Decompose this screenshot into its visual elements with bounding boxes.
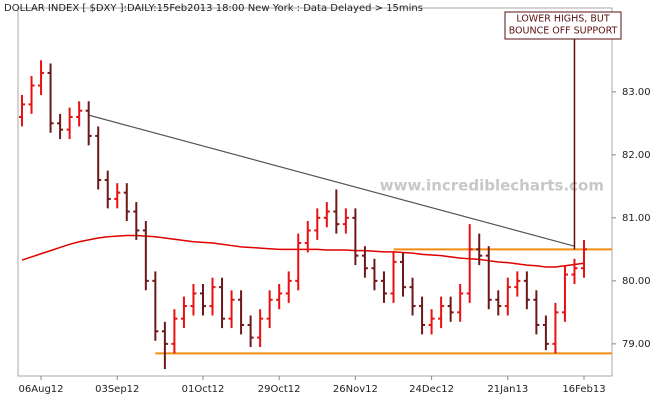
ohlc-bar bbox=[171, 309, 178, 354]
moving-average bbox=[21, 234, 585, 268]
ohlc-bar bbox=[523, 271, 530, 310]
ohlc-bar bbox=[28, 76, 35, 114]
ohlc-bar bbox=[123, 183, 130, 221]
ohlc-bar bbox=[514, 271, 521, 297]
x-tick-label: 29Oct12 bbox=[258, 384, 301, 395]
ohlc-bar bbox=[419, 296, 426, 335]
ohlc-bar bbox=[552, 302, 559, 354]
ohlc-bar bbox=[371, 258, 378, 291]
ohlc-bar bbox=[199, 284, 206, 316]
ohlc-bar bbox=[190, 284, 197, 316]
ohlc-bar bbox=[152, 271, 159, 341]
ohlc-bar bbox=[352, 208, 359, 266]
ohlc-bar bbox=[161, 321, 168, 370]
ohlc-bar bbox=[542, 315, 549, 351]
ohlc-bar bbox=[85, 101, 92, 146]
ohlc-bar bbox=[495, 290, 502, 316]
ohlc-bar bbox=[285, 271, 292, 303]
y-tick-label: 80.00 bbox=[622, 276, 651, 287]
ohlc-bar bbox=[400, 252, 407, 297]
x-tick-label: 21Jan13 bbox=[487, 384, 528, 395]
y-tick-label: 79.00 bbox=[622, 339, 651, 350]
y-tick-label: 81.00 bbox=[622, 213, 651, 224]
ohlc-bar bbox=[571, 258, 578, 284]
ohlc-bar bbox=[438, 296, 445, 329]
ohlc-bar bbox=[476, 233, 483, 266]
ohlc-bar bbox=[95, 126, 102, 190]
ohlc-bar bbox=[409, 277, 416, 316]
chart-title: DOLLAR INDEX [ $DXY ]:DAILY:15Feb2013 18… bbox=[4, 3, 423, 14]
ohlc-bar bbox=[19, 94, 25, 127]
ohlc-bar bbox=[504, 277, 511, 316]
x-tick-label: 26Nov12 bbox=[333, 384, 378, 395]
ohlc-bar bbox=[276, 284, 283, 310]
ohlc-bar bbox=[228, 290, 235, 329]
ohlc-bar bbox=[323, 202, 330, 228]
ohlc-bar bbox=[47, 63, 54, 133]
ohlc-bar bbox=[314, 208, 321, 240]
ohlc-bar bbox=[76, 101, 83, 127]
x-tick-label: 16Feb13 bbox=[562, 384, 605, 395]
ohlc-bar bbox=[304, 220, 311, 253]
ohlc-bar bbox=[295, 233, 302, 291]
ohlc-bar bbox=[219, 277, 226, 329]
annotation-text: LOWER HIGHS, BUT bbox=[516, 14, 609, 25]
ohlc-bar bbox=[38, 60, 45, 95]
ohlc-bar bbox=[333, 189, 340, 234]
ohlc-bar bbox=[257, 309, 264, 348]
y-tick-label: 82.00 bbox=[622, 150, 651, 161]
ohlc-bar bbox=[457, 284, 464, 322]
ohlc-bar bbox=[266, 290, 273, 329]
y-tick-label: 83.00 bbox=[622, 87, 651, 98]
ohlc-bar bbox=[114, 183, 121, 209]
x-tick-label: 01Oct12 bbox=[182, 384, 225, 395]
ohlc-bar bbox=[209, 277, 216, 316]
ohlc-bar bbox=[428, 309, 435, 335]
ohlc-bar bbox=[361, 246, 368, 278]
ohlc-bar bbox=[133, 202, 140, 240]
ohlc-bar bbox=[581, 239, 587, 278]
x-tick-label: 03Sep12 bbox=[95, 384, 139, 395]
ohlc-bar bbox=[342, 208, 349, 234]
ohlc-bar bbox=[533, 290, 540, 335]
ohlc-bar bbox=[57, 113, 64, 140]
ohlc-bar bbox=[390, 252, 397, 303]
ohlc-bar bbox=[447, 296, 454, 322]
watermark: www.incrediblecharts.com bbox=[380, 177, 604, 195]
x-tick-label: 06Aug12 bbox=[19, 384, 64, 395]
ohlc-bar bbox=[466, 224, 473, 303]
ohlc-bar bbox=[142, 220, 149, 291]
trendline bbox=[88, 114, 575, 247]
ohlc-bar bbox=[485, 246, 492, 310]
ohlc-bar bbox=[247, 315, 254, 348]
ohlc-bar bbox=[104, 170, 111, 209]
ohlc-bar bbox=[238, 290, 245, 335]
x-tick-label: 24Dec12 bbox=[409, 384, 454, 395]
ohlc-bar bbox=[66, 107, 73, 140]
annotation-box bbox=[504, 11, 622, 40]
ohlc-bar bbox=[561, 265, 568, 322]
ohlc-bar bbox=[380, 271, 387, 303]
annotation-text: BOUNCE OFF SUPPORT bbox=[509, 26, 618, 37]
ohlc-bar bbox=[180, 296, 187, 329]
